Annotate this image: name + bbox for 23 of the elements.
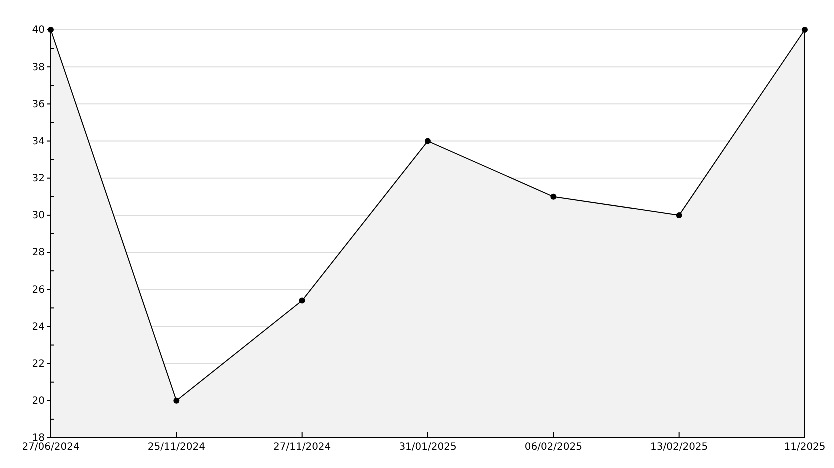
x-tick-label: 27/11/2024 — [274, 442, 332, 454]
point — [550, 194, 557, 200]
x-tick-label: 27/06/2024 — [22, 442, 80, 454]
y-tick-label: 36 — [32, 99, 45, 110]
y-tick-label: 38 — [32, 62, 45, 74]
point — [425, 138, 431, 144]
x-tick-label: 31/01/2025 — [399, 442, 457, 454]
y-tick-label: 20 — [32, 396, 45, 408]
y-tick-label: 40 — [32, 25, 45, 36]
y-tick-label: 32 — [32, 174, 45, 185]
x-tick-label: 11/2025 — [784, 442, 826, 454]
y-tick-label: 22 — [32, 359, 45, 370]
y-tick-label: 30 — [32, 210, 45, 222]
point — [174, 398, 180, 404]
x-tick-label: 13/02/2025 — [650, 442, 708, 454]
point — [676, 212, 682, 218]
x-tick-label: 25/11/2024 — [148, 442, 206, 454]
y-tick-label: 26 — [32, 284, 45, 296]
y-tick-label: 34 — [32, 136, 45, 148]
x-tick-label: 06/02/2025 — [524, 442, 582, 454]
point — [299, 298, 306, 304]
y-tick-label: 28 — [32, 248, 45, 259]
y-tick-label: 24 — [32, 322, 45, 333]
